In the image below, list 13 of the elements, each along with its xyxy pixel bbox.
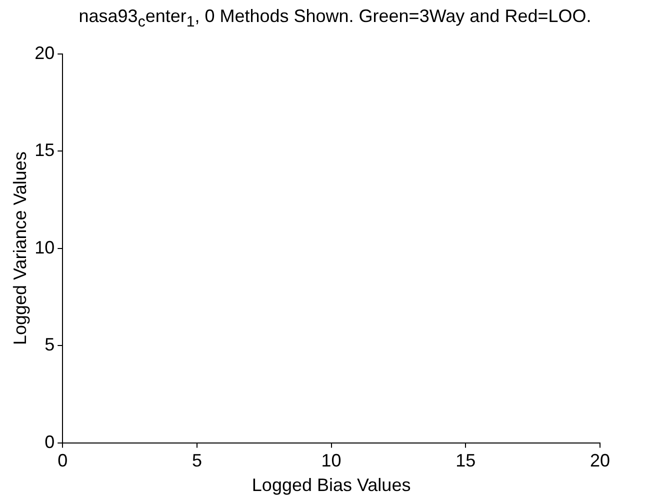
x-tick-label: 0 [58,450,68,471]
x-tick-label: 10 [321,450,342,471]
x-tick-label: 20 [590,450,610,471]
y-tick-label: 10 [34,237,55,258]
x-axis-title: Logged Bias Values [252,475,411,496]
y-tick-label: 5 [44,334,55,355]
y-tick-label: 15 [34,140,55,160]
x-tick-label: 5 [192,450,202,471]
chart-title: nasa93$_{c}$enter$_{1}$, 0 Methods Shown. Green=3Way and Red=LOO. [78,5,592,33]
y-tick-label: 20 [34,42,55,63]
y-tick-label: 0 [44,432,55,452]
x-tick-label: 15 [456,450,476,471]
y-axis-title: Logged Variance Values [10,152,30,346]
